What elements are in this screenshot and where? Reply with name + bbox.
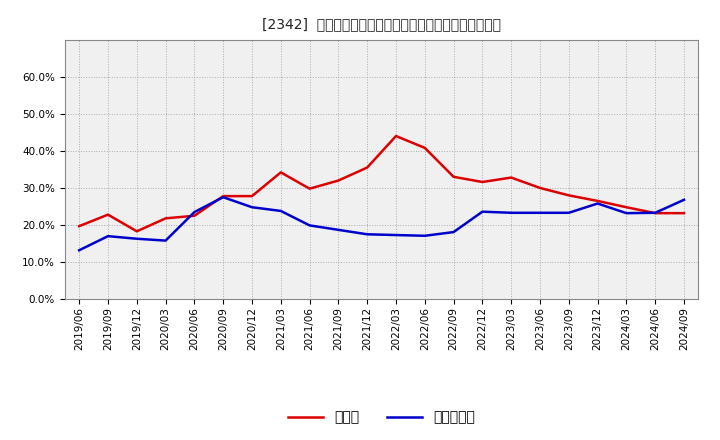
有利子負債 (75, 248, 84, 253)
有利子負債 (305, 223, 314, 228)
現頑金 (276, 170, 285, 175)
有利子負債 (363, 231, 372, 237)
有利子負債 (478, 209, 487, 214)
現頑金 (219, 194, 228, 199)
Line: 現頑金: 現頑金 (79, 136, 684, 231)
現頑金 (478, 180, 487, 185)
現頑金 (651, 210, 660, 216)
現頑金 (132, 229, 141, 234)
有利子負債 (420, 233, 429, 238)
現頑金 (248, 194, 256, 199)
現頑金 (334, 178, 343, 183)
現頑金 (392, 133, 400, 139)
現頑金 (104, 212, 112, 217)
有利子負債 (593, 201, 602, 206)
現頑金 (161, 216, 170, 221)
現頑金 (680, 210, 688, 216)
有利子負債 (449, 229, 458, 235)
現頑金 (420, 145, 429, 150)
現頑金 (363, 165, 372, 170)
現頑金 (507, 175, 516, 180)
有利子負債 (536, 210, 544, 216)
現頑金 (622, 205, 631, 210)
有利子負債 (104, 234, 112, 239)
Legend: 現頑金, 有利子負債: 現頑金, 有利子負債 (283, 405, 480, 430)
有利子負債 (651, 210, 660, 216)
現頑金 (564, 193, 573, 198)
有利子負債 (190, 209, 199, 215)
有利子負債 (219, 194, 228, 200)
現頑金 (190, 213, 199, 218)
有利子負債 (392, 232, 400, 238)
有利子負債 (334, 227, 343, 232)
有利子負債 (132, 236, 141, 242)
Title: [2342]  現頑金、有利子負債の総資産に対する比率の推移: [2342] 現頑金、有利子負債の総資産に対する比率の推移 (262, 18, 501, 32)
現頑金 (536, 185, 544, 191)
有利子負債 (161, 238, 170, 243)
有利子負債 (507, 210, 516, 216)
有利子負債 (680, 197, 688, 202)
有利子負債 (276, 208, 285, 213)
現頑金 (305, 186, 314, 191)
有利子負債 (622, 210, 631, 216)
現頑金 (593, 198, 602, 204)
Line: 有利子負債: 有利子負債 (79, 197, 684, 250)
有利子負債 (248, 205, 256, 210)
現頑金 (449, 174, 458, 180)
有利子負債 (564, 210, 573, 216)
現頑金 (75, 224, 84, 229)
